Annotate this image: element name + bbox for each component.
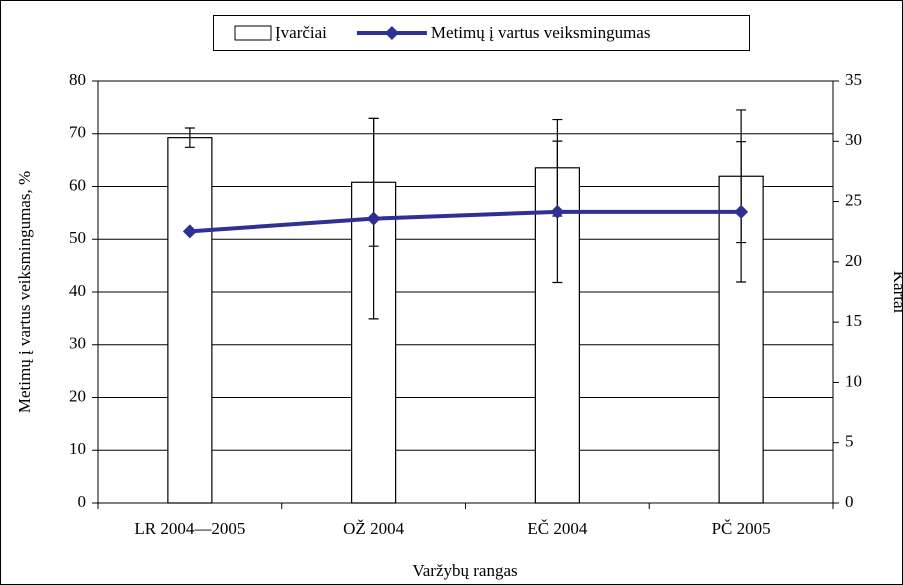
x-tick-label: LR 2004—2005 (134, 519, 245, 538)
legend-marker (384, 26, 399, 40)
y-tick-label: 10 (69, 439, 86, 458)
y2-tick-label: 0 (845, 492, 854, 511)
y2-tick-label: 15 (845, 311, 862, 330)
legend-swatch (234, 25, 272, 41)
legend-label: Metimų į vartus veiksmingumas (431, 23, 651, 42)
legend-box (213, 15, 750, 51)
error-bar (184, 127, 195, 148)
x-tick-label: OŽ 2004 (343, 519, 404, 538)
line (189, 209, 742, 234)
y-tick-label: 80 (69, 70, 86, 89)
marker (734, 204, 749, 219)
y2-tick-label: 10 (845, 371, 862, 390)
y-tick-label: 60 (69, 175, 86, 194)
x-tick-label: PČ 2005 (712, 519, 771, 538)
x-tick-label: EČ 2004 (527, 519, 587, 538)
bar (167, 137, 213, 504)
x-axis-title: Varžybų rangas (412, 561, 517, 580)
marker (366, 211, 381, 226)
y-tick-label: 0 (78, 492, 87, 511)
y2-tick-label: 35 (845, 70, 862, 89)
y2-tick-label: 30 (845, 130, 862, 149)
y-tick-label: 70 (69, 123, 86, 142)
y-tick-label: 30 (69, 334, 86, 353)
y2-tick-label: 20 (845, 251, 862, 270)
y2-tick-label: 25 (845, 190, 862, 209)
y-tick-label: 40 (69, 281, 86, 300)
y2-tick-label: 5 (845, 432, 854, 451)
marker (550, 204, 565, 219)
y-tick-label: 20 (69, 386, 86, 405)
legend-label: Įvarčiai (275, 23, 327, 42)
y-axis-title: Metimų į vartus veiksmingumas, % (15, 171, 34, 413)
y-tick-label: 50 (69, 228, 86, 247)
y2-axis-title: Kartai (890, 271, 903, 314)
marker (182, 224, 197, 239)
